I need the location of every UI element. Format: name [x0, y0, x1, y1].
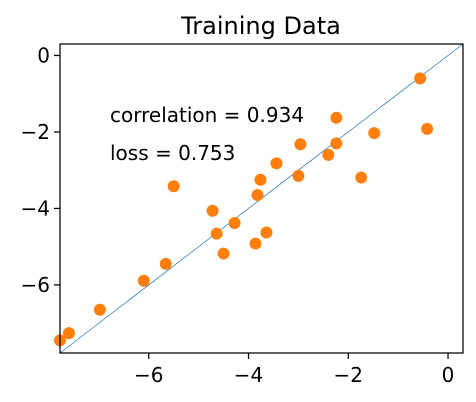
data-point	[167, 180, 180, 193]
loss-annotation: loss = 0.753	[110, 141, 235, 165]
data-point	[330, 137, 343, 150]
chart-title: Training Data	[180, 12, 341, 40]
x-tick-label: 0	[442, 363, 455, 387]
plot-area-frame	[59, 43, 464, 354]
correlation-annotation: correlation = 0.934	[110, 103, 304, 127]
data-point	[270, 157, 283, 170]
data-point	[368, 127, 381, 140]
data-point	[251, 189, 264, 202]
data-point	[421, 122, 434, 135]
data-point	[294, 138, 307, 151]
x-tick-label: −2	[334, 363, 363, 387]
y-tick-label: −4	[21, 196, 50, 220]
data-point	[228, 216, 241, 229]
data-point	[292, 169, 305, 182]
data-point	[260, 226, 273, 239]
data-point	[330, 111, 343, 124]
data-point	[137, 274, 150, 287]
x-tick-label: −6	[134, 363, 163, 387]
x-tick-label: −4	[234, 363, 263, 387]
data-point	[62, 327, 75, 340]
data-point	[206, 204, 219, 217]
y-tick-label: −6	[21, 273, 50, 297]
data-point	[159, 257, 172, 270]
data-point	[217, 247, 230, 260]
data-point	[355, 171, 368, 184]
data-point	[414, 72, 427, 85]
data-point	[249, 237, 262, 250]
data-point	[93, 303, 106, 316]
y-tick-label: 0	[37, 43, 50, 67]
data-point	[322, 148, 335, 161]
data-point	[210, 227, 223, 240]
data-point	[254, 173, 267, 186]
y-tick-label: −2	[21, 120, 50, 144]
